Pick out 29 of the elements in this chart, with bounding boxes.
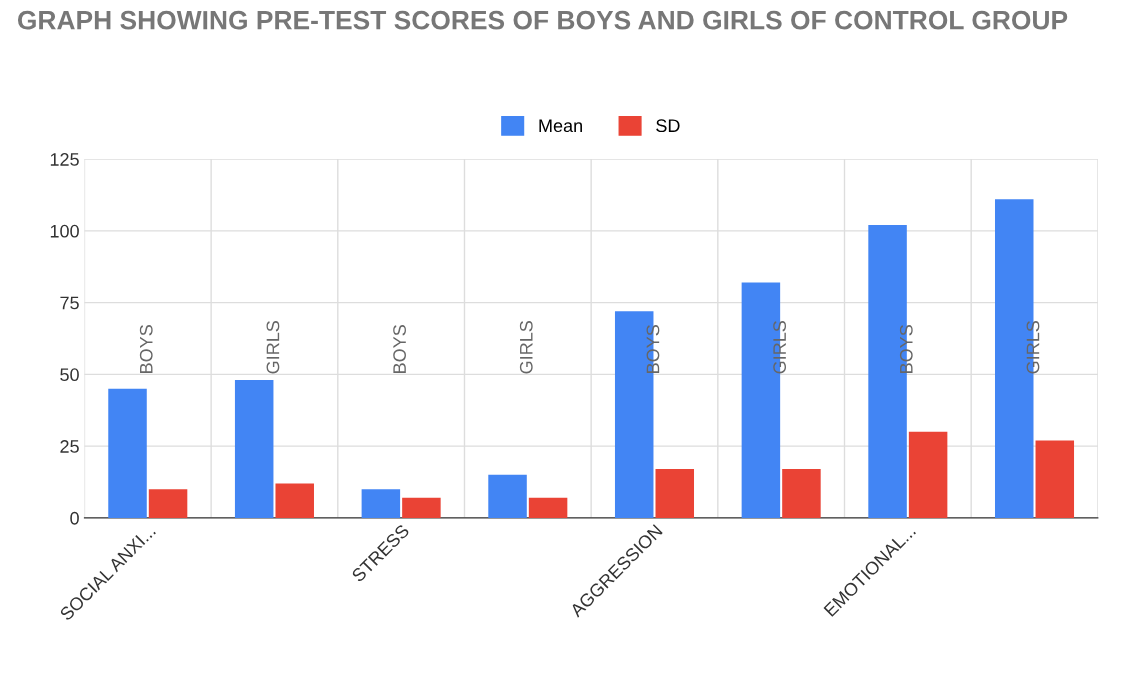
- legend-label: Mean: [539, 119, 582, 133]
- bar: [1035, 440, 1075, 518]
- bar: [361, 489, 401, 518]
- bar: [275, 483, 314, 518]
- bar: [655, 469, 695, 518]
- bar: [148, 489, 188, 518]
- bar: [782, 469, 821, 518]
- bar: [528, 497, 568, 518]
- bar: [108, 388, 147, 518]
- legend-label: SD: [656, 119, 680, 133]
- bar: [234, 380, 274, 518]
- annotation: GIRLS: [1026, 321, 1040, 374]
- annotation: BOYS: [139, 325, 153, 373]
- annotation: BOYS: [393, 325, 406, 373]
- y-tick-label: 75: [60, 296, 79, 310]
- annotation: BOYS: [899, 325, 913, 373]
- y-tick-label: 100: [50, 224, 79, 238]
- annotation: BOYS: [646, 325, 660, 373]
- y-tick-label: 0: [70, 511, 79, 525]
- bar: [908, 431, 948, 518]
- chart-title: GRAPH SHOWING PRE-TEST SCORES OF BOYS AND GIRLS OF CONTROL GROUP: [17, 10, 1068, 30]
- y-tick-label: 25: [60, 440, 79, 453]
- y-tick-label: 50: [60, 368, 79, 382]
- y-tick-label: 125: [50, 153, 79, 166]
- annotation: GIRLS: [773, 321, 787, 374]
- bar: [402, 497, 441, 518]
- annotation: GIRLS: [266, 321, 280, 374]
- annotation: GIRLS: [519, 321, 533, 374]
- bar: [488, 474, 527, 518]
